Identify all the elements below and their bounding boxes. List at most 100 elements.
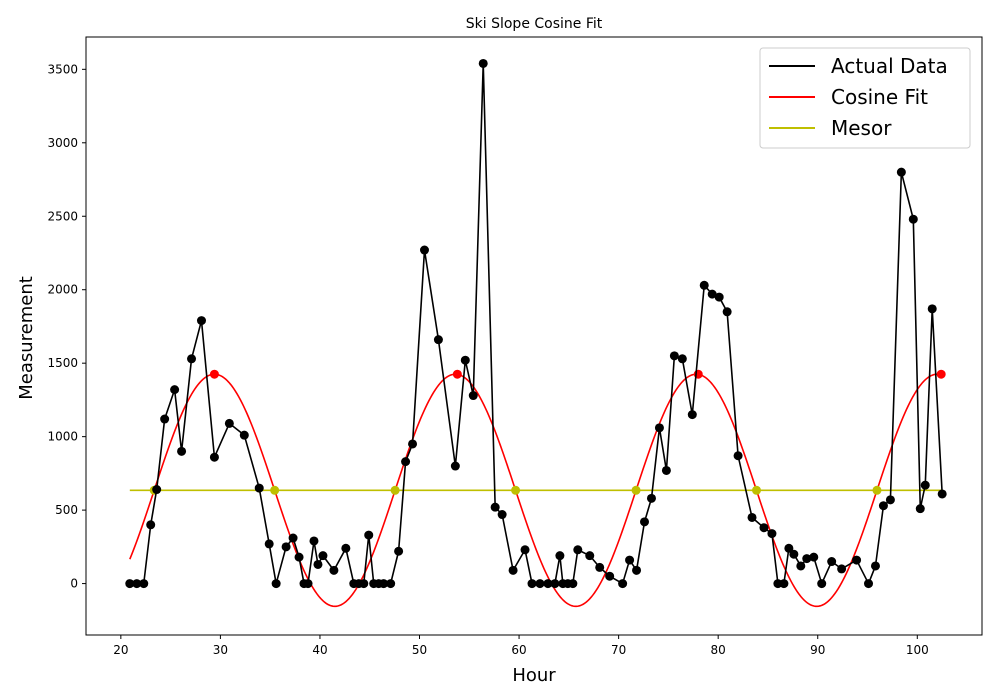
mesor-crossing-point xyxy=(631,485,641,495)
actual-data-point xyxy=(152,485,162,495)
y-tick-label: 0 xyxy=(70,577,78,591)
actual-data-point xyxy=(478,58,488,68)
actual-data-point xyxy=(677,354,687,364)
actual-data-point xyxy=(520,545,530,555)
mesor-crossing-point xyxy=(511,485,521,495)
actual-data-layer xyxy=(125,58,947,589)
actual-data-point xyxy=(878,501,888,511)
actual-data-point xyxy=(827,557,837,567)
y-tick-label: 1000 xyxy=(47,430,78,444)
actual-data-point xyxy=(646,493,656,503)
actual-data-point xyxy=(329,565,339,575)
actual-data-point xyxy=(309,536,319,546)
actual-data-point xyxy=(341,543,351,553)
actual-data-point xyxy=(132,579,142,589)
actual-data-point xyxy=(313,559,323,569)
actual-data-point xyxy=(125,579,135,589)
actual-data-point xyxy=(146,520,156,530)
x-tick-label: 80 xyxy=(711,643,726,657)
actual-data-point xyxy=(386,579,396,589)
actual-data-point xyxy=(920,480,930,490)
actual-data-point xyxy=(527,579,537,589)
axes: 20 30 40 50 60 70 80 90 100050010001500200025003… xyxy=(47,62,928,657)
actual-data-point xyxy=(281,542,291,552)
actual-data-point xyxy=(543,579,553,589)
actual-data-point xyxy=(733,451,743,461)
actual-data-point xyxy=(160,414,170,424)
acrophase-point xyxy=(452,369,462,379)
legend-label-actual-data: Actual Data xyxy=(831,54,948,78)
actual-data-point xyxy=(789,549,799,559)
actual-data-point xyxy=(784,543,794,553)
actual-data-point xyxy=(573,545,583,555)
actual-data-point xyxy=(779,579,789,589)
actual-data-point xyxy=(669,351,679,361)
actual-data-point xyxy=(224,418,234,428)
actual-data-point xyxy=(318,551,328,561)
actual-data-point xyxy=(177,446,187,456)
y-tick-label: 2000 xyxy=(47,283,78,297)
actual-data-point xyxy=(661,465,671,475)
actual-data-point xyxy=(908,214,918,224)
actual-data-point xyxy=(927,304,937,314)
actual-data-point xyxy=(632,565,642,575)
x-tick-label: 100 xyxy=(906,643,929,657)
actual-data-point xyxy=(864,579,874,589)
actual-data-point xyxy=(294,552,304,562)
mesor-layer xyxy=(129,485,943,495)
actual-data-point xyxy=(747,512,757,522)
actual-data-point xyxy=(450,461,460,471)
actual-data-point xyxy=(654,423,664,433)
actual-data-point xyxy=(187,354,197,364)
actual-data-point xyxy=(568,579,578,589)
actual-data-point xyxy=(870,561,880,571)
actual-data-point xyxy=(699,280,709,290)
legend-label-mesor: Mesor xyxy=(831,116,892,140)
actual-data-point xyxy=(196,316,206,326)
actual-data-point xyxy=(852,555,862,565)
mesor-crossing-point xyxy=(872,485,882,495)
x-tick-label: 50 xyxy=(412,643,427,657)
mesor-crossing-point xyxy=(752,485,762,495)
actual-data-point xyxy=(796,561,806,571)
actual-data-point xyxy=(239,430,249,440)
actual-data-point xyxy=(139,579,149,589)
actual-data-point xyxy=(885,495,895,505)
actual-data-point xyxy=(408,439,418,449)
actual-data-point xyxy=(303,579,313,589)
actual-data-point xyxy=(271,579,281,589)
actual-data-point xyxy=(401,457,411,467)
acrophase-point xyxy=(936,369,946,379)
actual-data-point xyxy=(508,565,518,575)
y-axis-label: Measurement xyxy=(16,276,37,400)
actual-data-point xyxy=(170,385,180,395)
actual-data-point xyxy=(254,483,264,493)
actual-data-point xyxy=(687,410,697,420)
x-tick-label: 20 xyxy=(113,643,128,657)
acrophase-point xyxy=(209,369,219,379)
actual-data-point xyxy=(555,551,565,561)
x-tick-label: 70 xyxy=(611,643,626,657)
y-tick-label: 3000 xyxy=(47,136,78,150)
actual-data-point xyxy=(419,245,429,255)
legend: Actual Data Cosine Fit Mesor xyxy=(759,47,971,149)
actual-data-point xyxy=(585,551,595,561)
chart-title: Ski Slope Cosine Fit xyxy=(466,16,603,32)
actual-data-point xyxy=(264,539,274,549)
legend-box xyxy=(759,47,971,149)
actual-data-point xyxy=(364,530,374,540)
actual-data-point xyxy=(896,167,906,177)
actual-data-point xyxy=(707,289,717,299)
actual-data-point xyxy=(497,510,507,520)
actual-data-point xyxy=(433,335,443,345)
cosine-fit-line xyxy=(129,373,943,608)
actual-data-point xyxy=(817,579,827,589)
x-tick-label: 30 xyxy=(213,643,228,657)
actual-data-point xyxy=(714,292,724,302)
actual-data-point xyxy=(802,554,812,564)
actual-data-point xyxy=(490,502,500,512)
actual-data-point xyxy=(767,529,777,539)
actual-data-point xyxy=(460,355,470,365)
actual-data-point xyxy=(915,504,925,514)
